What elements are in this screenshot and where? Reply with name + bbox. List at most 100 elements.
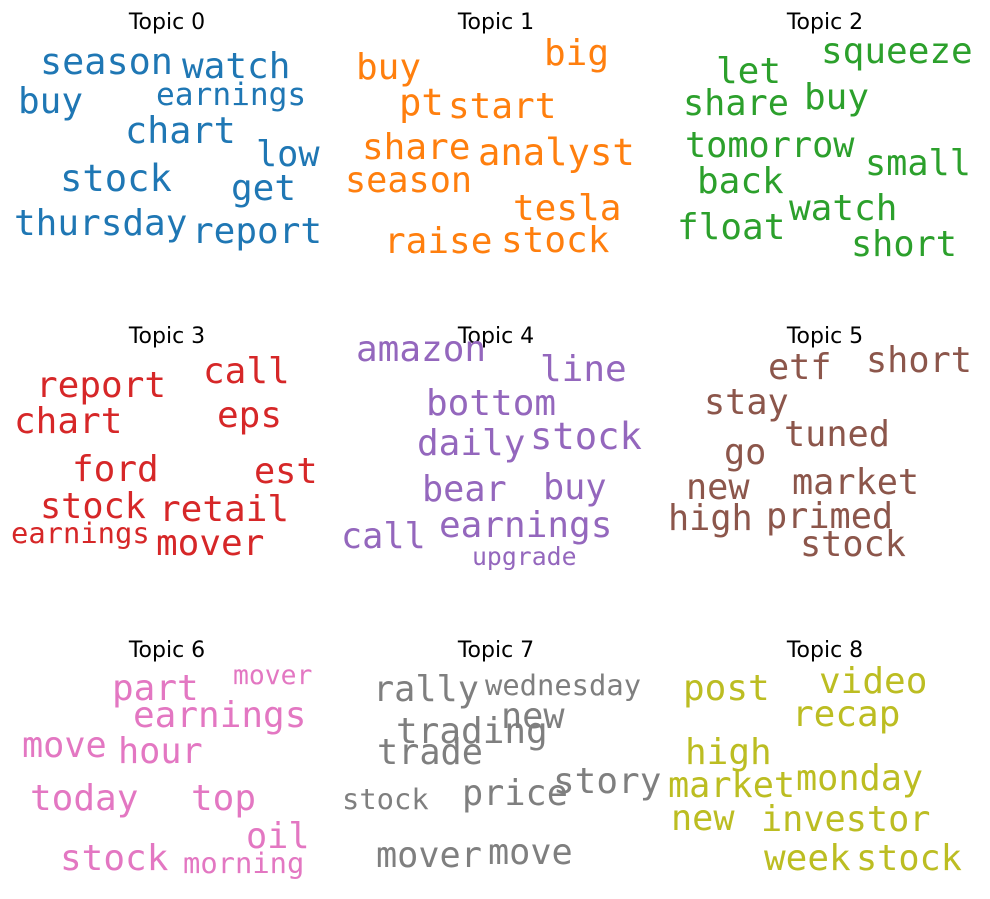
word-short: short [866, 340, 972, 381]
word-raise: raise [384, 221, 492, 262]
word-move: move [22, 725, 107, 766]
word-tuned: tuned [784, 414, 890, 455]
topic-title: Topic 6 [128, 638, 205, 663]
word-analyst: analyst [478, 130, 635, 174]
word-new: new [501, 696, 565, 737]
word-tomorrow: tomorrow [685, 125, 855, 166]
topic-title: Topic 7 [457, 638, 534, 663]
word-stock: stock [501, 220, 610, 261]
word-wednesday: wednesday [485, 668, 641, 702]
word-mover: mover [376, 835, 482, 876]
word-back: back [697, 161, 784, 202]
word-stock: stock [342, 782, 429, 816]
word-line: line [540, 349, 627, 390]
word-part: part [112, 668, 199, 709]
word-get: get [231, 168, 296, 209]
word-rally: rally [373, 669, 479, 710]
word-stay: stay [704, 382, 789, 423]
word-let: let [716, 51, 781, 92]
word-big: big [544, 33, 609, 74]
word-daily: daily [417, 423, 525, 464]
word-watch: watch [789, 188, 897, 229]
word-recap: recap [792, 694, 900, 735]
word-high: high [668, 498, 753, 539]
word-bear: bear [422, 469, 507, 510]
word-short: short [851, 224, 957, 265]
word-week: week [764, 838, 851, 879]
topic-title: Topic 1 [457, 10, 534, 35]
word-stock: stock [60, 156, 172, 200]
word-tesla: tesla [513, 188, 621, 229]
word-story: story [553, 761, 661, 802]
topic-title: Topic 5 [786, 324, 863, 349]
word-est: est [254, 451, 318, 492]
topic-title: Topic 3 [128, 324, 205, 349]
word-report: report [36, 365, 166, 406]
word-go: go [724, 432, 766, 473]
word-buy: buy [804, 77, 869, 118]
topic-title: Topic 4 [457, 324, 534, 349]
word-earnings: earnings [156, 77, 306, 113]
word-new: new [671, 798, 735, 839]
word-chart: chart [14, 401, 122, 442]
word-low: low [256, 134, 320, 175]
word-squeeze: squeeze [821, 31, 973, 72]
word-thursday: thursday [14, 203, 187, 244]
word-etf: etf [768, 347, 832, 388]
word-ford: ford [72, 449, 159, 490]
word-float: float [677, 207, 785, 248]
word-buy: buy [356, 47, 421, 88]
word-buy: buy [18, 81, 83, 122]
word-chart: chart [125, 109, 236, 152]
word-stock: stock [856, 838, 962, 879]
word-upgrade: upgrade [472, 542, 577, 571]
topic-title: Topic 2 [786, 10, 863, 35]
word-price: price [462, 773, 568, 814]
word-primed: primed [766, 496, 893, 537]
word-monday: monday [796, 758, 923, 799]
word-post: post [683, 668, 770, 709]
word-earnings: earnings [439, 505, 612, 546]
word-trade: trade [377, 732, 483, 773]
topic-title: Topic 8 [786, 638, 863, 663]
word-season: season [40, 40, 173, 83]
word-share: share [362, 127, 470, 168]
word-amazon: amazon [356, 329, 486, 370]
topic-title: Topic 0 [128, 10, 205, 35]
word-mover: mover [233, 660, 312, 691]
word-stock: stock [40, 486, 146, 527]
word-eps: eps [217, 395, 282, 436]
word-video: video [819, 661, 927, 702]
word-start: start [448, 86, 556, 127]
word-buy: buy [543, 467, 607, 508]
word-new: new [686, 467, 750, 508]
word-move: move [488, 832, 573, 873]
word-mover: mover [156, 523, 264, 564]
word-stock: stock [60, 838, 169, 879]
word-stock: stock [530, 414, 642, 458]
word-pt: pt [399, 80, 444, 124]
word-watch: watch [182, 46, 290, 87]
word-top: top [191, 778, 256, 819]
word-oil: oil [246, 816, 310, 857]
word-market: market [668, 765, 795, 806]
word-stock: stock [800, 524, 906, 565]
word-bottom: bottom [426, 383, 556, 424]
word-call: call [341, 516, 426, 557]
word-trading: trading [396, 711, 548, 752]
word-retail: retail [159, 489, 289, 530]
word-morning: morning [183, 846, 304, 880]
word-share: share [683, 83, 789, 124]
word-earnings: earnings [11, 516, 150, 550]
word-investor: investor [761, 799, 930, 840]
word-hour: hour [118, 731, 203, 772]
